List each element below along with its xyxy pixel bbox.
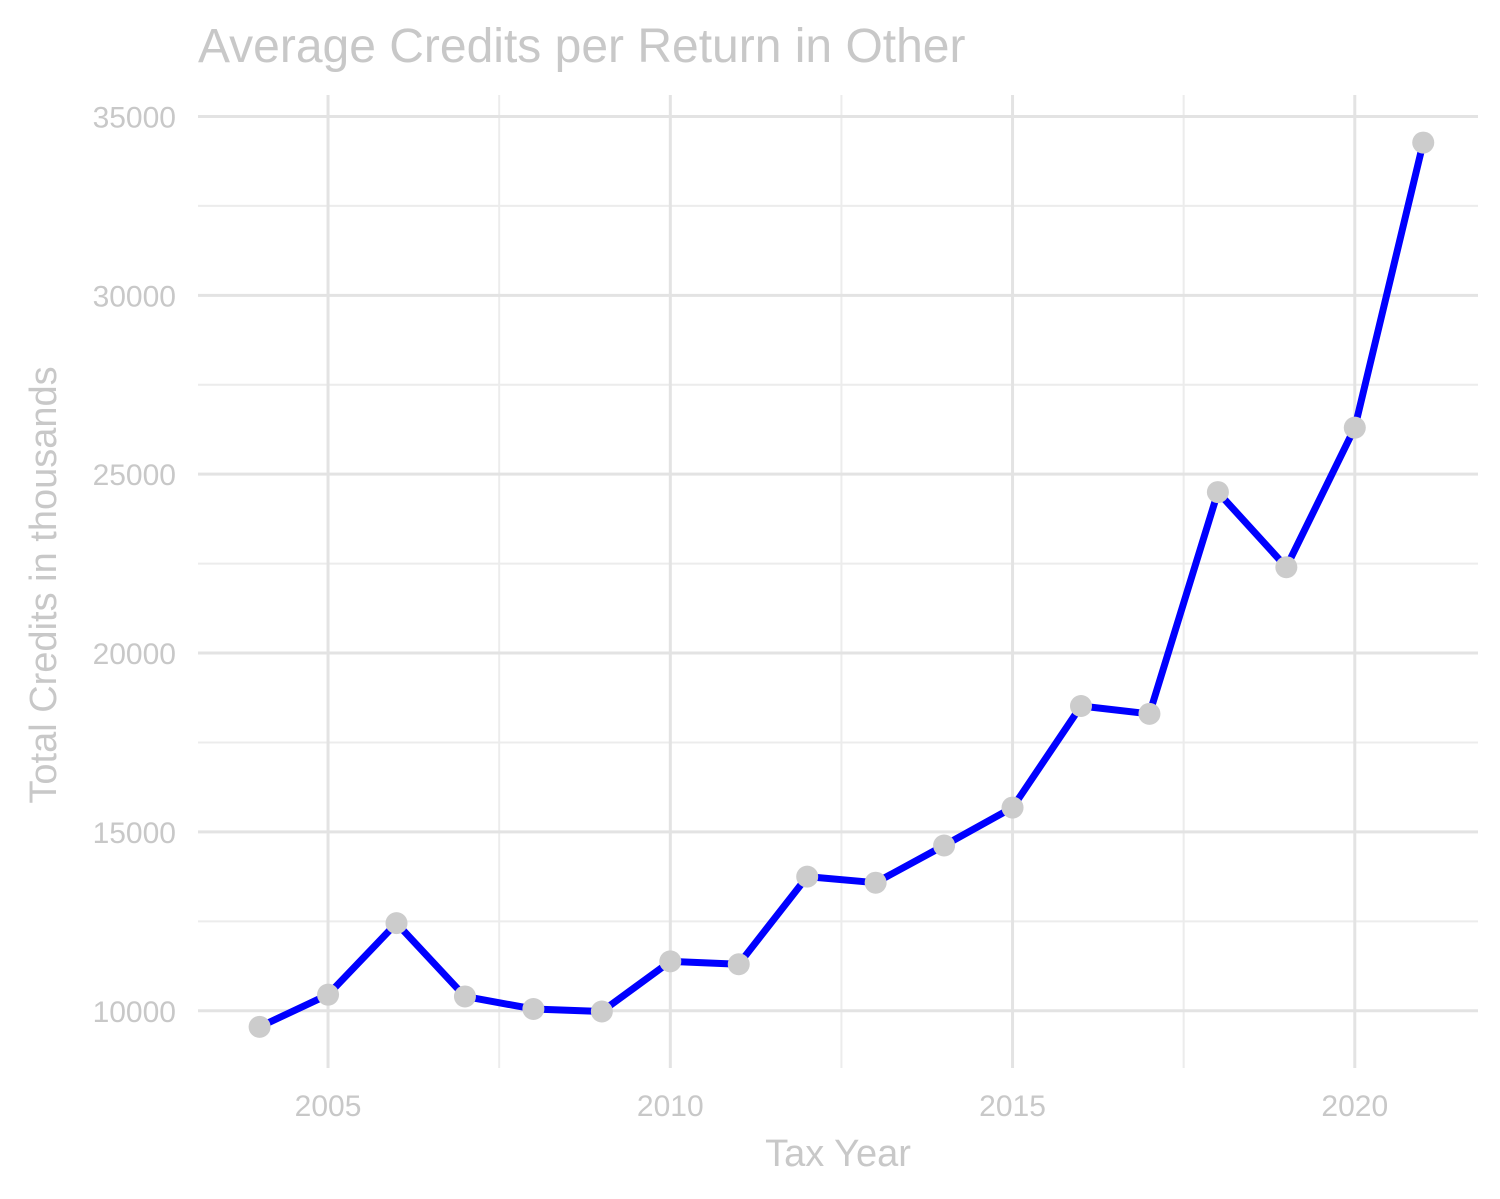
data-point [659,950,682,973]
data-point [1138,702,1161,725]
data-point [248,1015,271,1038]
data-point [1001,796,1024,819]
data-point [1206,481,1229,504]
minor-gridlines [198,95,1478,1068]
data-point [1069,694,1092,717]
data-point [727,953,750,976]
y-tick-label: 20000 [93,638,176,671]
y-axis-title: Total Credits in thousands [23,366,65,803]
data-point [933,834,956,857]
y-tick-label: 25000 [93,459,176,492]
data-point [864,871,887,894]
data-point [317,983,340,1006]
x-tick-labels: 2005 2010 2015 2020 [295,1090,1388,1123]
data-point [1343,416,1366,439]
major-gridlines [198,95,1478,1068]
y-tick-labels: 10000 15000 20000 25000 30000 35000 [93,101,176,1028]
x-tick-label: 2015 [979,1090,1046,1123]
x-tick-label: 2010 [637,1090,704,1123]
y-tick-label: 35000 [93,101,176,134]
x-axis-title: Tax Year [765,1133,911,1175]
chart-title: Average Credits per Return in Other [198,20,966,73]
points-layer [248,131,1435,1038]
y-tick-label: 10000 [93,996,176,1029]
data-point [1275,556,1298,579]
data-point [796,865,819,888]
data-point [590,1000,613,1023]
data-point [385,912,408,935]
y-tick-label: 30000 [93,280,176,313]
series-line [256,139,1427,1031]
x-tick-label: 2005 [295,1090,362,1123]
series-layer [256,139,1427,1031]
data-point [522,997,545,1020]
data-point [453,985,476,1008]
y-tick-label: 15000 [93,817,176,850]
data-point [1412,131,1435,154]
x-tick-label: 2020 [1321,1090,1388,1123]
